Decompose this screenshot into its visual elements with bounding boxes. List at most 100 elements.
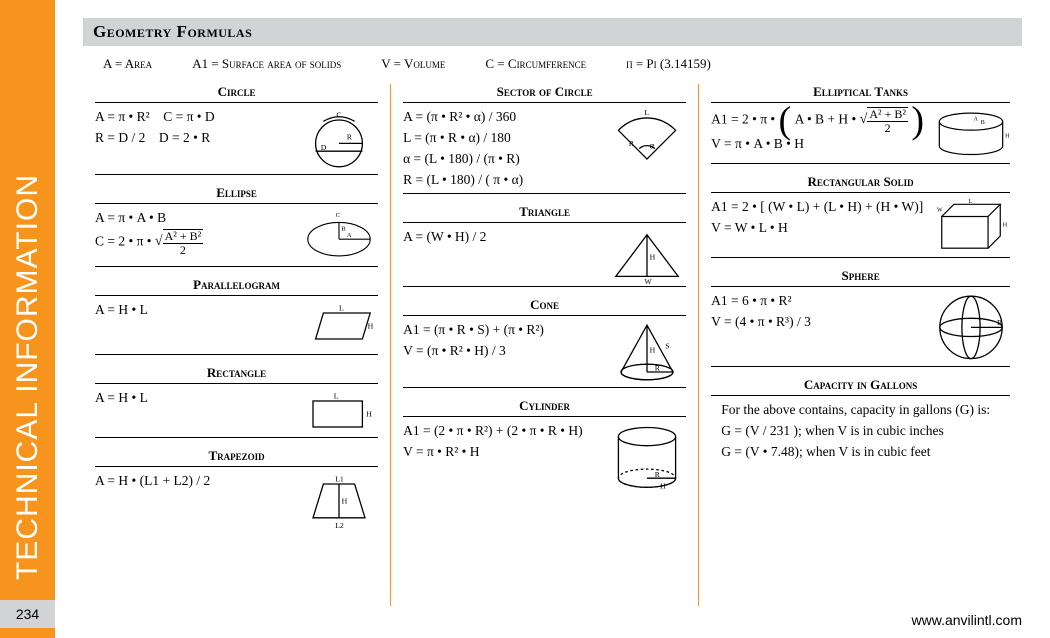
svg-text:B: B [341,225,346,232]
svg-text:H: H [366,409,372,418]
svg-text:W: W [645,277,653,284]
f: A = (π • R² • α) / 360 [403,107,600,128]
column-1: Circle A = π • R² C = π • D R = D / 2 D … [83,84,390,606]
svg-text:R: R [629,139,635,148]
svg-text:H: H [1005,133,1010,139]
formulas-cone: A1 = (π • R • S) + (π • R²) V = (π • R² … [403,320,600,362]
formulas-circle: A = π • R² C = π • D R = D / 2 D = 2 • R [95,107,292,149]
svg-text:L: L [339,303,344,312]
formulas-ellipse: A = π • A • B C = 2 • π • A² + B²2 [95,208,292,256]
f: V = π • A • B • H [711,134,924,155]
f: V = π • R² • H [403,442,600,463]
column-2: Sector of Circle A = (π • R² • α) / 360 … [390,84,698,606]
trapezoid-icon: L1L2 H [300,471,378,528]
f: R = (L • 180) / ( π • α) [403,170,600,191]
title-circle: Circle [95,84,378,103]
gallons-text: For the above contains, capacity in gall… [711,400,1010,463]
title-ellipse: Ellipse [95,185,378,204]
block-cone: Cone A1 = (π • R • S) + (π • R²) V = (π … [403,297,686,388]
f: A1 = 6 • π • R² [711,291,924,312]
f: A = H • L [95,388,292,409]
svg-text:L: L [334,391,339,400]
svg-text:H: H [650,252,656,261]
svg-text:B: B [981,120,985,126]
title-trap: Trapezoid [95,448,378,467]
legend-a1: A1 = Surface area of solids [192,56,341,72]
sqrt-icon [155,234,163,249]
svg-text:R: R [655,470,661,479]
f-pre: C = 2 • π • [95,234,155,249]
svg-text:D: D [321,143,327,152]
footer-url: www.anvilintl.com [83,606,1022,628]
f: L = (π • R • α) / 180 [403,128,600,149]
content: Geometry Formulas A = Area A1 = Surface … [55,0,1050,638]
block-parallelogram: Parallelogram A = H • L LH [95,277,378,355]
column-3: Elliptical Tanks A1 = 2 • π • ( A • B + … [698,84,1022,606]
f: A = H • L [95,300,292,321]
block-ellipse: Ellipse A = π • A • B C = 2 • π • A² + B… [95,185,378,267]
block-cylinder: Cylinder A1 = (2 • π • R²) + (2 • π • R … [403,398,686,494]
f: A = π • R² [95,109,150,124]
svg-text:C: C [336,110,341,119]
svg-text:L: L [645,108,650,117]
sidebar-title: TECHNICAL INFORMATION [11,174,45,580]
f: D = 2 • R [159,130,210,145]
f: R = D / 2 [95,130,145,145]
svg-text:H: H [650,345,656,354]
f: A1 = (2 • π • R²) + (2 • π • R • H) [403,421,600,442]
title-sector: Sector of Circle [403,84,686,103]
f: V = (4 • π • R³) / 3 [711,312,924,333]
svg-text:S: S [665,341,669,350]
svg-text:L: L [969,199,973,205]
block-elliptical-tank: Elliptical Tanks A1 = 2 • π • ( A • B + … [711,84,1010,164]
title-sphere: Sphere [711,268,1010,287]
ellipse-icon: A B C [300,208,378,264]
rect-solid-icon: LW H [932,197,1010,256]
f: V = W • L • H [711,218,924,239]
sidebar: TECHNICAL INFORMATION 234 [0,0,55,638]
f-num: A² + B² [163,229,204,244]
svg-text:L1: L1 [335,474,344,483]
f: A1 = (π • R • S) + (π • R²) [403,320,600,341]
formulas-cyl: A1 = (2 • π • R²) + (2 • π • R • H) V = … [403,421,600,463]
parallelogram-icon: LH [300,300,378,352]
formulas-sphere: A1 = 6 • π • R² V = (4 • π • R³) / 3 [711,291,924,333]
f: C = 2 • π • A² + B²2 [95,229,292,256]
title-para: Parallelogram [95,277,378,296]
cylinder-icon: RH [608,421,686,494]
svg-text:H: H [1003,222,1008,228]
t: G = (V / 231 ); when V is in cubic inche… [721,423,943,438]
block-rectangle: Rectangle A = H • L LH [95,365,378,438]
f: A1 = 2 • π • ( A • B + H • A² + B²2 ) [711,107,924,134]
sphere-icon: R [932,291,1010,364]
title-gallons: Capacity in Gallons [711,377,1010,396]
columns: Circle A = π • R² C = π • D R = D / 2 D … [83,84,1022,606]
legend-pi: π = Pi (3.14159) [626,56,711,72]
legend-a: A = Area [103,56,152,72]
sector-icon: L R α [608,107,686,167]
f-num: A² + B² [867,107,908,122]
f: V = (π • R² • H) / 3 [403,341,600,362]
svg-text:R: R [997,318,1003,327]
svg-text:H: H [660,481,666,490]
title-etank: Elliptical Tanks [711,84,1010,103]
f-mid: A • B + H • [795,112,857,127]
title-triangle: Triangle [403,204,686,223]
block-sector: Sector of Circle A = (π • R² • α) / 360 … [403,84,686,194]
f-pre: A1 = 2 • π • [711,112,775,127]
title-cylinder: Cylinder [403,398,686,417]
svg-text:α: α [650,141,655,151]
title-rect: Rectangle [95,365,378,384]
legend: A = Area A1 = Surface area of solids V =… [103,56,1022,72]
elliptical-tank-icon: AB H [932,107,1010,161]
title-cone: Cone [403,297,686,316]
f: A = (W • H) / 2 [403,227,600,248]
t: For the above contains, capacity in gall… [721,402,990,417]
svg-text:R: R [655,364,661,373]
block-circle: Circle A = π • R² C = π • D R = D / 2 D … [95,84,378,175]
rectangle-icon: LH [300,388,378,435]
block-trapezoid: Trapezoid A = H • (L1 + L2) / 2 L1L2 H [95,448,378,528]
block-rect-solid: Rectangular Solid A1 = 2 • [ (W • L) + (… [711,174,1010,259]
formulas-rsolid: A1 = 2 • [ (W • L) + (L • H) + (H • W)] … [711,197,924,239]
f: α = (L • 180) / (π • R) [403,149,600,170]
